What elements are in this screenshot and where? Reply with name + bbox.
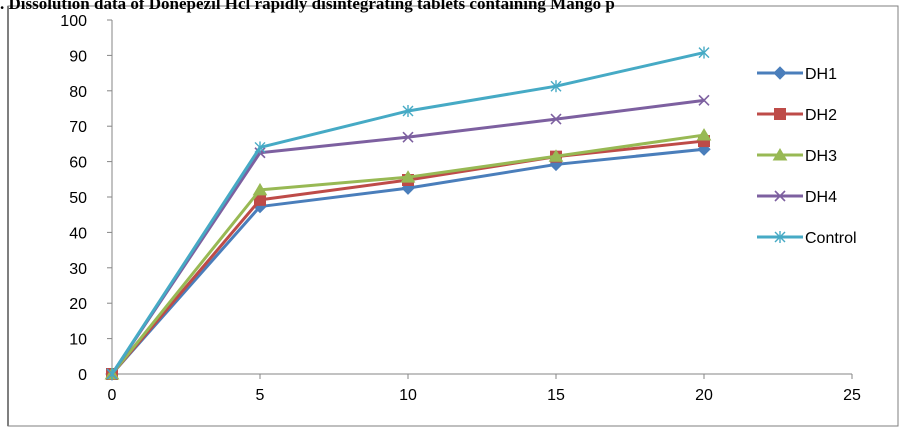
x-tick-label: 5 [256,387,265,404]
legend-marker-dh2 [774,108,786,120]
x-marker-stroke [402,131,414,143]
data-point-dh4 [402,131,414,143]
x-tick-label: 15 [547,387,565,404]
data-point-control [550,80,562,93]
data-point-dh4 [550,113,562,125]
x-marker-stroke [774,190,786,202]
legend-label-control: Control [805,230,857,247]
data-point-control [402,104,414,117]
data-point-control [698,46,710,59]
x-marker-stroke [698,94,710,106]
legend-item-dh3: DH3 [757,148,837,165]
series-group [104,46,712,381]
legend-marker-control [774,231,786,243]
legend: DH1 DH2 DH3 DH4 Control [757,66,857,247]
legend-item-dh1: DH1 [757,66,837,83]
data-point-dh4 [698,94,710,106]
legend-item-dh2: DH2 [757,107,837,124]
legend-label-dh4: DH4 [805,189,837,206]
legend-item-control: Control [757,230,857,247]
x-tick-label: 25 [843,387,861,404]
legend-label-dh1: DH1 [805,66,837,83]
data-point-control [106,368,118,380]
legend-marker-dh3 [772,148,788,161]
y-tick-label: 100 [60,13,87,30]
chart-title: . Dissolution data of Donepezil Hcl rapi… [0,0,615,13]
legend-item-dh4: DH4 [757,189,837,206]
legend-marker-dh1 [773,66,787,80]
y-tick-label: 70 [69,119,87,136]
series-dh3 [104,128,712,380]
y-tick-label: 60 [69,155,87,172]
data-point-dh3 [252,182,268,196]
chart-area-border [7,5,899,427]
data-point-dh3 [696,128,712,141]
y-tick-label: 80 [69,84,87,101]
y-tick-label: 50 [69,190,87,207]
y-tick-label: 0 [78,367,87,384]
y-tick-label: 10 [69,332,87,349]
series-line-control [110,51,705,375]
series-dh4 [106,94,710,380]
axes: 0 10 20 30 40 50 60 70 80 90 100 0 5 10 15 20 25 [60,13,861,404]
data-point-dh3 [548,149,564,162]
y-tick-label: 30 [69,261,87,278]
legend-label-dh2: DH2 [805,107,837,124]
data-point-dh3 [400,170,416,183]
series-control [106,46,710,380]
data-point-control [254,141,266,154]
x-tick-label: 20 [695,387,713,404]
legend-label-dh3: DH3 [805,148,837,165]
x-marker-stroke [550,113,562,125]
legend-marker-dh4 [774,190,786,202]
x-tick-label: 10 [399,387,417,404]
y-tick-label: 90 [69,48,87,65]
y-tick-label: 40 [69,225,87,242]
y-tick-label: 20 [69,296,87,313]
x-tick-label: 0 [108,387,117,404]
